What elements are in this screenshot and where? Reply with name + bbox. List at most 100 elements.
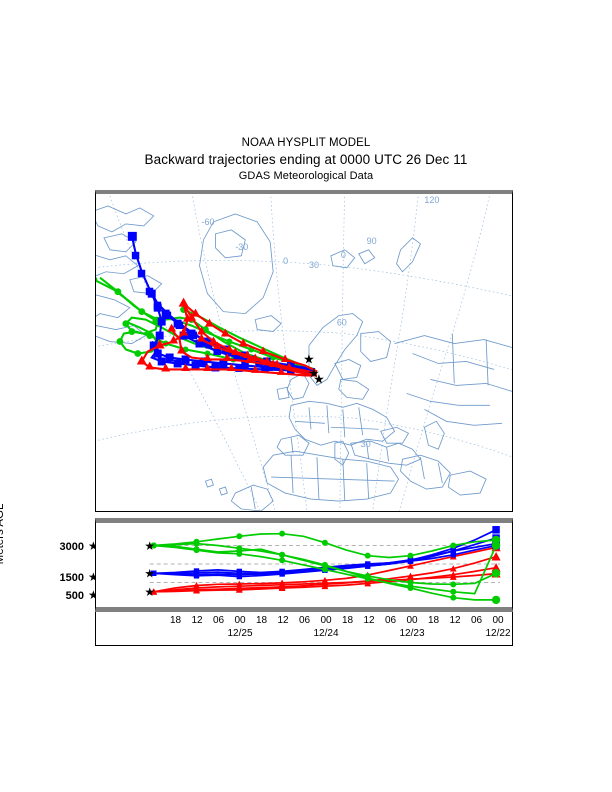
marker-circle xyxy=(491,569,501,578)
marker-circle xyxy=(364,574,371,581)
source-star-markers: ★ ★ ★ xyxy=(303,352,325,387)
time-axis: 18 12 06 00 18 12 06 00 18 12 06 00 18 12 06 00 12/25 12… xyxy=(95,612,513,646)
time-tick-7: 00 xyxy=(320,615,332,626)
marker-circle xyxy=(491,541,501,550)
marker-square xyxy=(193,572,200,578)
svg-text:-60: -60 xyxy=(201,217,214,227)
graticule-labels: 120 90 -60 -30 0 30 0 60 30 xyxy=(201,195,439,449)
marker-triangle xyxy=(407,562,414,569)
marker-circle xyxy=(193,540,200,547)
time-tick-0: 18 xyxy=(169,615,182,626)
trajectory-red-markers xyxy=(136,297,294,375)
marker-triangle xyxy=(491,563,501,572)
marker-circle xyxy=(450,542,457,549)
marker-circle xyxy=(321,539,328,546)
svg-text:120: 120 xyxy=(424,195,439,205)
svg-text:★: ★ xyxy=(313,372,325,387)
time-tick-10: 06 xyxy=(384,615,397,626)
trajectory-blue-markers xyxy=(127,231,311,375)
height-series xyxy=(150,526,501,605)
marker-square xyxy=(450,552,456,558)
marker-square xyxy=(236,568,242,575)
time-tick-11: 00 xyxy=(406,615,418,626)
star-icon-500: ★ xyxy=(88,588,99,602)
marker-square xyxy=(279,569,285,575)
marker-circle xyxy=(150,542,157,549)
marker-circle xyxy=(450,588,457,595)
marker-square xyxy=(365,562,371,568)
height-axis-label: Meters AGL xyxy=(0,503,6,565)
time-tick-1: 12 xyxy=(191,615,203,626)
marker-circle xyxy=(321,566,328,573)
svg-text:★: ★ xyxy=(308,366,320,381)
height-series-green-3000-d xyxy=(150,540,501,605)
marker-triangle xyxy=(193,582,200,589)
marker-square xyxy=(236,572,242,578)
height-label-left-1500: 1500 xyxy=(59,572,84,584)
marker-circle xyxy=(491,595,501,605)
time-tick-2: 06 xyxy=(212,615,225,626)
marker-circle xyxy=(236,545,243,552)
marker-square xyxy=(492,526,500,534)
time-tick-5: 12 xyxy=(277,615,289,626)
marker-triangle xyxy=(449,565,457,572)
marker-triangle xyxy=(449,573,457,580)
star-icon-3000: ★ xyxy=(88,539,99,553)
height-start-star-3000: ★ xyxy=(144,539,155,553)
map-svg: 120 90 -60 -30 0 30 0 60 30 xyxy=(96,194,512,511)
marker-circle xyxy=(236,533,243,540)
coastlines xyxy=(96,205,512,511)
marker-square xyxy=(193,568,200,574)
svg-text:90: 90 xyxy=(367,236,377,246)
svg-text:0: 0 xyxy=(341,250,346,260)
marker-circle xyxy=(364,552,371,559)
plot-title-block: NOAA HYSPLIT MODEL Backward trajectories… xyxy=(0,136,612,184)
marker-circle xyxy=(279,530,286,537)
marker-square xyxy=(407,557,414,563)
title-model: NOAA HYSPLIT MODEL xyxy=(241,137,371,149)
marker-triangle xyxy=(150,588,158,595)
title-met-data: GDAS Meteorological Data xyxy=(238,170,374,182)
height-series-green-3000-c xyxy=(150,541,501,595)
svg-text:30: 30 xyxy=(361,439,371,449)
time-tick-8: 18 xyxy=(341,615,354,626)
star-icon-1500: ★ xyxy=(88,570,99,584)
height-start-star-500: ★ xyxy=(144,585,155,599)
marker-triangle xyxy=(407,572,414,579)
time-date-12-25: 12/25 xyxy=(227,628,253,639)
marker-square xyxy=(450,548,456,554)
svg-text:-30: -30 xyxy=(235,242,248,252)
time-tick-14: 06 xyxy=(470,615,483,626)
title-trajectory: Backward trajectories ending at 0000 UTC… xyxy=(144,152,468,167)
time-tick-9: 12 xyxy=(363,615,375,626)
marker-square xyxy=(151,570,157,576)
marker-triangle xyxy=(321,576,329,584)
time-tick-3: 00 xyxy=(234,615,246,626)
height-start-star-1500: ★ xyxy=(144,567,155,581)
marker-circle xyxy=(279,551,286,558)
height-svg: ★ ★ ★ xyxy=(144,526,501,605)
height-label-left-500: 500 xyxy=(65,590,84,602)
height-profile-panel[interactable]: ★ ★ ★ xyxy=(95,518,513,612)
height-label-left-3000: 3000 xyxy=(59,541,84,553)
marker-circle xyxy=(450,594,457,601)
marker-circle xyxy=(407,552,414,559)
marker-circle xyxy=(321,561,328,568)
time-date-12-23: 12/23 xyxy=(399,628,425,639)
time-date-12-24: 12/24 xyxy=(313,628,339,639)
svg-text:30: 30 xyxy=(309,260,319,270)
time-tick-4: 18 xyxy=(255,615,268,626)
marker-circle xyxy=(407,585,414,592)
trajectory-map-panel[interactable]: 120 90 -60 -30 0 30 0 60 30 xyxy=(95,190,513,512)
marker-circle xyxy=(193,547,200,554)
svg-text:★: ★ xyxy=(303,352,315,367)
marker-circle xyxy=(450,581,457,588)
marker-triangle xyxy=(278,579,286,586)
height-series-green-3000-a xyxy=(150,530,501,559)
svg-text:0: 0 xyxy=(283,256,288,266)
svg-text:60: 60 xyxy=(337,318,347,328)
marker-circle xyxy=(236,550,243,557)
time-date-12-22: 12/22 xyxy=(485,628,511,639)
time-tick-12: 18 xyxy=(427,615,440,626)
